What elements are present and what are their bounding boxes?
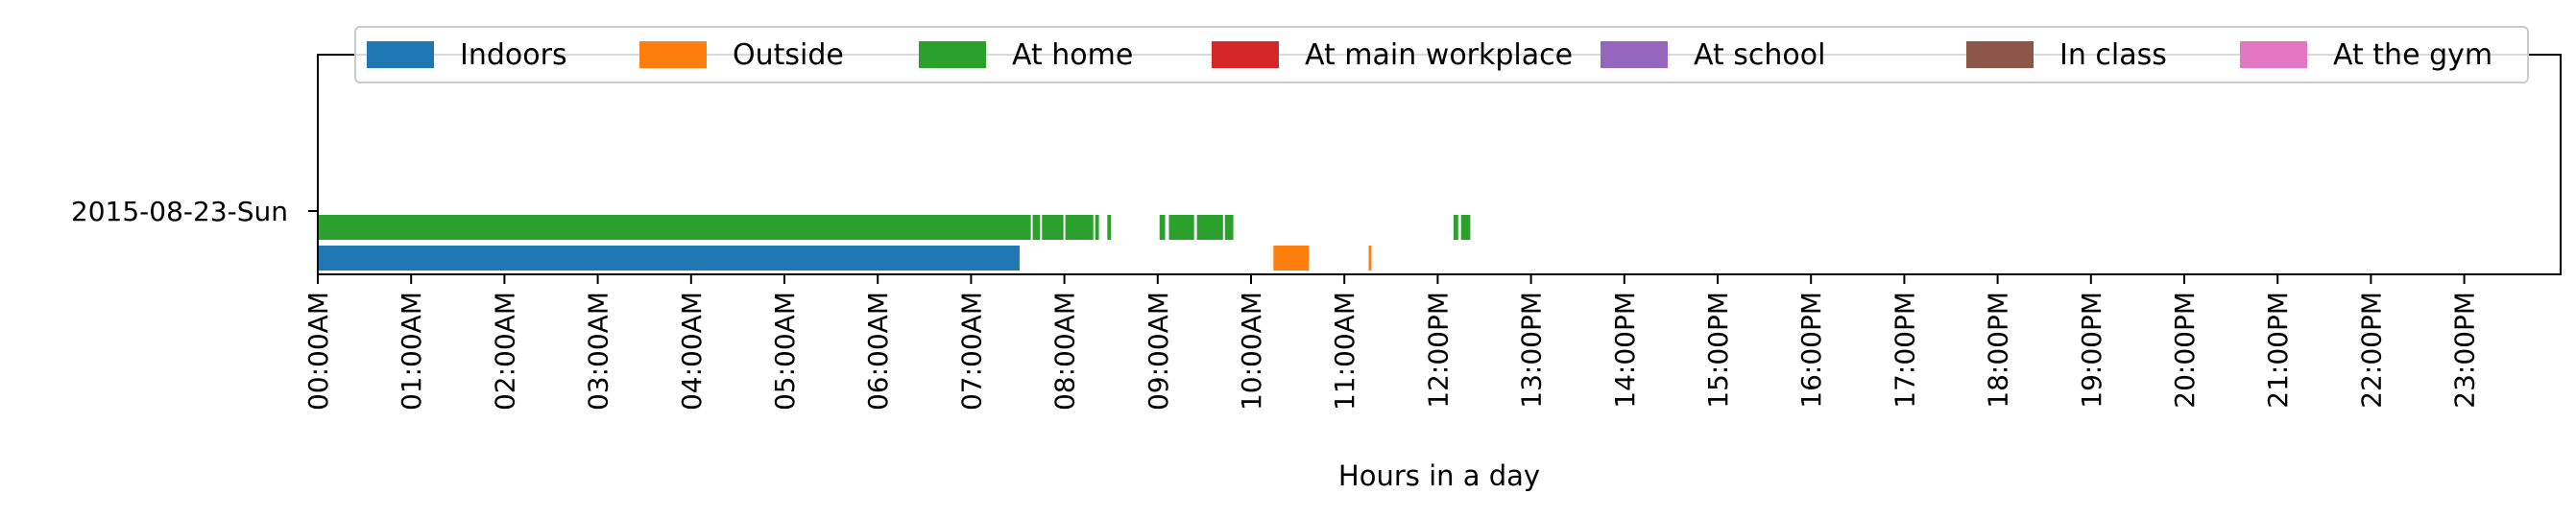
x-tick-label: 14:00PM (1609, 292, 1641, 409)
legend-swatch (1966, 41, 2034, 68)
legend-swatch (1212, 41, 1279, 68)
x-tick-label: 07:00AM (955, 292, 987, 411)
x-tick-label: 05:00AM (769, 292, 801, 411)
x-tick-label: 03:00AM (583, 292, 614, 411)
bar-at-home (318, 215, 1031, 240)
bar-at-home (1159, 215, 1166, 240)
x-tick-label: 21:00PM (2262, 292, 2294, 409)
x-tick-label: 22:00PM (2355, 292, 2387, 409)
x-tick-label: 02:00AM (489, 292, 520, 411)
x-tick-label: 08:00AM (1049, 292, 1081, 411)
legend-label: Outside (733, 38, 844, 72)
x-tick-label: 01:00AM (396, 292, 427, 411)
bar-at-home (1032, 215, 1041, 240)
x-tick-label: 10:00AM (1236, 292, 1267, 411)
x-tick-label: 19:00PM (2076, 292, 2107, 409)
bars-layer (318, 215, 1471, 271)
legend-swatch (2240, 41, 2307, 68)
legend-label: At home (1012, 38, 1133, 72)
x-tick-label: 04:00AM (676, 292, 708, 411)
bar-indoors (318, 246, 1020, 271)
x-tick-label: 23:00PM (2449, 292, 2481, 409)
legend-swatch (367, 41, 434, 68)
bar-outside (1273, 246, 1310, 271)
x-tick-label: 18:00PM (1983, 292, 2014, 409)
bar-at-home (1460, 215, 1471, 240)
y-axis: 2015-08-23-Sun (71, 196, 318, 227)
bar-at-home (1453, 215, 1458, 240)
x-tick-label: 11:00AM (1329, 292, 1360, 411)
x-tick-label: 16:00PM (1795, 292, 1827, 409)
bar-at-home (1107, 215, 1112, 240)
bar-at-home (1042, 215, 1064, 240)
x-tick-label: 06:00AM (862, 292, 894, 411)
legend: Indoors Outside At home At main workplace At… (354, 26, 2529, 83)
y-tick-label: 2015-08-23-Sun (71, 196, 288, 227)
legend-label: In class (2059, 38, 2167, 72)
x-tick-label: 13:00PM (1516, 292, 1548, 409)
legend-frame (354, 26, 2529, 83)
x-axis: 00:00AM 01:00AM 02:00AM 03:00AM 04:00AM 05:00… (302, 274, 2481, 411)
legend-swatch (1601, 41, 1668, 68)
x-axis-label: Hours in a day (1338, 459, 1540, 492)
legend-label: At school (1694, 38, 1825, 72)
bar-at-home (1065, 215, 1094, 240)
x-tick-label: 17:00PM (1889, 292, 1920, 409)
x-tick-label: 15:00PM (1702, 292, 1734, 409)
bar-outside (1368, 246, 1372, 271)
legend-label: At main workplace (1305, 38, 1573, 72)
legend-label: At the gym (2333, 38, 2492, 72)
bar-at-home (1168, 215, 1194, 240)
legend-swatch (639, 41, 707, 68)
legend-swatch (919, 41, 986, 68)
x-tick-label: 12:00PM (1422, 292, 1454, 409)
x-tick-label: 09:00AM (1143, 292, 1174, 411)
bar-at-home (1224, 215, 1234, 240)
x-tick-label: 00:00AM (302, 292, 334, 411)
x-tick-label: 20:00PM (2169, 292, 2201, 409)
legend-label: Indoors (460, 38, 567, 72)
bar-at-home (1095, 215, 1099, 240)
bar-at-home (1196, 215, 1223, 240)
